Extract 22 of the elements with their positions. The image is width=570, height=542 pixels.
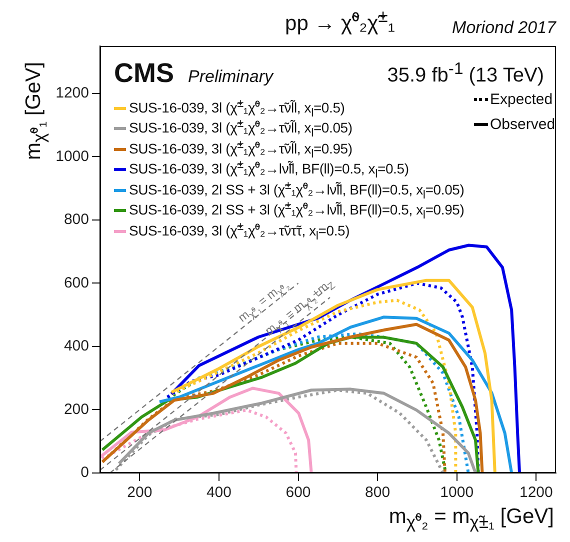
y-tick-label: 800 — [64, 211, 89, 228]
x-tick-label: 800 — [365, 484, 390, 502]
annotation: Observed — [490, 116, 556, 133]
annotation: Expected — [490, 91, 553, 108]
y-tick-label: 400 — [64, 338, 89, 355]
x-tick-label: 200 — [127, 484, 152, 502]
x-tick-label: 1200 — [519, 484, 553, 502]
y-tick-label: 200 — [64, 400, 89, 418]
x-axis-title: m$_{χ̃⁰₂}$ = m$_{χ̃±₁}$ [GeV] — [388, 505, 554, 534]
annotation: CMS — [114, 58, 174, 89]
annotation: Preliminary — [188, 67, 274, 87]
legend-label: SUS-16-039, 2l SS + 3l (χ̃$^{±}$₁χ̃⁰₂→lν̃l̃l, BF(ll)=0.5, x$_{l}$=0.95) — [129, 199, 464, 222]
y-tick-label: 0 — [80, 464, 89, 482]
x-tick-label: 400 — [206, 484, 232, 502]
y-tick-label: 1200 — [56, 84, 89, 102]
text: Moriond 2017 — [452, 18, 556, 38]
y-tick-label: 1000 — [56, 148, 89, 165]
x-tick-label: 600 — [286, 484, 311, 502]
legend-label: SUS-16-039, 2l SS + 3l (χ̃$^{±}$₁χ̃⁰₂→lν̃l̃l, BF(ll)=0.5, x$_{l}$=0.05) — [129, 178, 464, 201]
annotation: 35.9 fb$^{-1}$ (13 TeV) — [387, 59, 544, 88]
y-tick-label: 600 — [64, 274, 89, 292]
x-tick-label: 1000 — [440, 484, 474, 502]
